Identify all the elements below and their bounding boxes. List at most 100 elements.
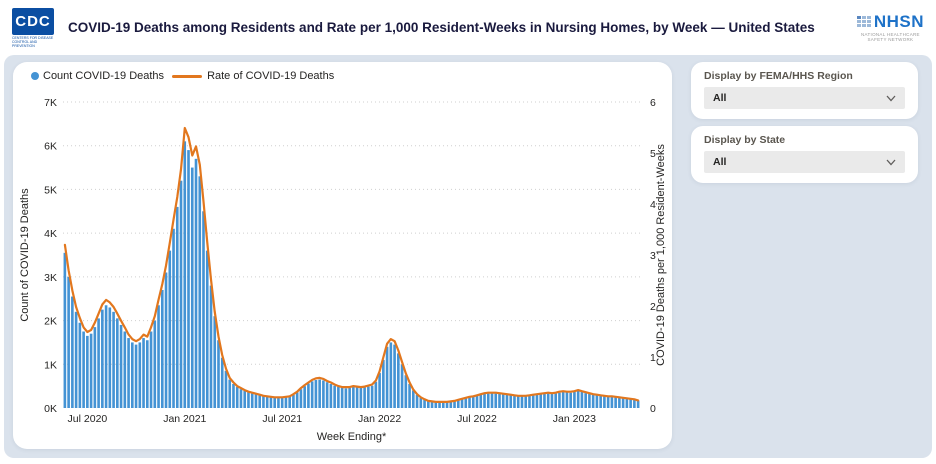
count-bar[interactable]	[528, 395, 531, 408]
count-bar[interactable]	[235, 387, 239, 408]
count-bar[interactable]	[460, 399, 464, 408]
count-bar[interactable]	[509, 395, 513, 408]
count-bar[interactable]	[456, 400, 460, 408]
count-bar[interactable]	[78, 322, 82, 408]
count-bar[interactable]	[164, 272, 168, 408]
count-bar[interactable]	[123, 331, 127, 409]
fema-region-dropdown[interactable]: All	[704, 87, 905, 109]
count-bar[interactable]	[445, 402, 449, 408]
count-bar[interactable]	[494, 393, 498, 408]
count-bar[interactable]	[333, 385, 336, 408]
count-bar[interactable]	[157, 305, 160, 408]
count-bar[interactable]	[501, 394, 505, 408]
count-bar[interactable]	[322, 380, 325, 408]
count-bar[interactable]	[400, 364, 404, 408]
count-bar[interactable]	[97, 318, 100, 408]
count-bar[interactable]	[299, 389, 303, 408]
count-bar[interactable]	[265, 396, 269, 408]
count-bar[interactable]	[355, 387, 359, 408]
count-bar[interactable]	[513, 395, 516, 408]
count-bar[interactable]	[576, 390, 580, 408]
count-bar[interactable]	[307, 383, 310, 408]
count-bar[interactable]	[453, 401, 456, 408]
count-bar[interactable]	[483, 394, 486, 408]
count-bar[interactable]	[531, 395, 535, 408]
count-bar[interactable]	[71, 296, 74, 408]
count-bar[interactable]	[340, 387, 344, 408]
count-bar[interactable]	[175, 206, 179, 408]
count-bar[interactable]	[610, 397, 614, 408]
count-bar[interactable]	[543, 394, 546, 408]
count-bar[interactable]	[490, 393, 494, 408]
count-bar[interactable]	[374, 381, 378, 408]
count-bar[interactable]	[438, 402, 441, 408]
count-bar[interactable]	[565, 392, 569, 408]
count-bar[interactable]	[524, 396, 528, 408]
count-bar[interactable]	[269, 397, 273, 408]
count-bar[interactable]	[573, 391, 576, 408]
count-bar[interactable]	[250, 393, 254, 408]
count-bar[interactable]	[149, 331, 153, 409]
count-bar[interactable]	[415, 394, 419, 408]
count-bar[interactable]	[194, 158, 198, 408]
count-bar[interactable]	[295, 392, 299, 408]
count-bar[interactable]	[359, 387, 363, 408]
count-bar[interactable]	[591, 394, 595, 408]
count-bar[interactable]	[397, 353, 400, 408]
count-bar[interactable]	[127, 338, 130, 408]
count-bar[interactable]	[63, 252, 67, 408]
count-bar[interactable]	[116, 318, 119, 408]
count-bar[interactable]	[160, 289, 164, 408]
count-bar[interactable]	[187, 150, 190, 408]
count-bar[interactable]	[588, 394, 591, 408]
count-bar[interactable]	[382, 359, 385, 408]
count-bar[interactable]	[224, 370, 228, 408]
count-bar[interactable]	[89, 333, 93, 408]
count-bar[interactable]	[262, 396, 265, 408]
count-bar[interactable]	[419, 397, 423, 408]
count-bar[interactable]	[404, 375, 408, 408]
count-bar[interactable]	[427, 401, 430, 408]
count-bar[interactable]	[179, 180, 183, 408]
count-bar[interactable]	[153, 320, 157, 408]
count-bar[interactable]	[344, 388, 348, 408]
count-bar[interactable]	[498, 394, 501, 408]
count-bar[interactable]	[190, 167, 194, 408]
count-bar[interactable]	[247, 392, 250, 408]
count-bar[interactable]	[142, 338, 145, 408]
count-bar[interactable]	[337, 387, 340, 408]
count-bar[interactable]	[138, 342, 142, 408]
count-bar[interactable]	[134, 344, 138, 408]
count-bar[interactable]	[310, 381, 314, 408]
count-bar[interactable]	[273, 397, 276, 408]
count-bar[interactable]	[183, 141, 187, 408]
count-bar[interactable]	[363, 387, 366, 408]
count-bar[interactable]	[614, 397, 617, 408]
count-bar[interactable]	[348, 387, 351, 408]
count-bar[interactable]	[595, 395, 599, 408]
count-bar[interactable]	[468, 397, 471, 408]
count-bar[interactable]	[535, 394, 539, 408]
count-bar[interactable]	[367, 386, 370, 408]
count-bar[interactable]	[393, 344, 396, 408]
count-bar[interactable]	[172, 228, 175, 408]
count-bar[interactable]	[284, 397, 288, 408]
count-bar[interactable]	[558, 392, 561, 408]
count-bar[interactable]	[168, 250, 172, 408]
count-bar[interactable]	[228, 379, 232, 408]
count-bar[interactable]	[505, 394, 509, 408]
count-bar[interactable]	[599, 395, 602, 408]
count-bar[interactable]	[621, 398, 625, 408]
count-bar[interactable]	[232, 383, 235, 408]
count-bar[interactable]	[292, 394, 295, 408]
count-bar[interactable]	[385, 346, 389, 408]
count-bar[interactable]	[243, 390, 247, 408]
legend-item-count[interactable]: Count COVID-19 Deaths	[31, 70, 164, 82]
count-bar[interactable]	[471, 396, 475, 408]
count-bar[interactable]	[329, 383, 333, 408]
legend-item-rate[interactable]: Rate of COVID-19 Deaths	[172, 70, 334, 82]
count-bar[interactable]	[629, 399, 632, 408]
count-bar[interactable]	[550, 394, 554, 408]
count-bar[interactable]	[441, 402, 445, 408]
count-bar[interactable]	[603, 396, 606, 408]
